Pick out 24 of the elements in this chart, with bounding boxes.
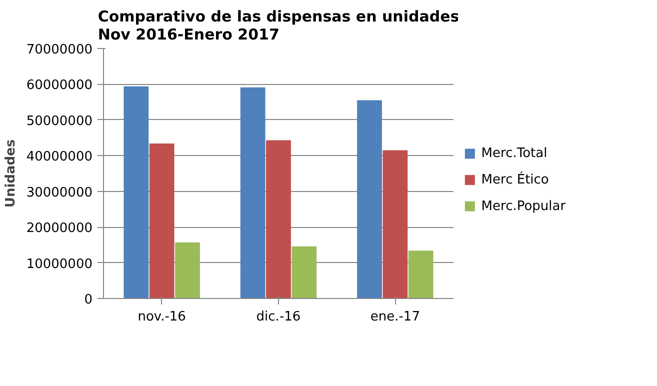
x-tick-label: nov.-16 [138, 310, 186, 324]
bar [124, 86, 149, 298]
bar [266, 140, 291, 298]
y-tick-label: 10000000 [26, 256, 93, 272]
y-tick-label: 70000000 [26, 42, 93, 58]
legend-label: Merc.Total [481, 146, 548, 162]
x-tick-label: ene.-17 [370, 310, 420, 324]
y-tick-label: 0 [84, 292, 93, 308]
bar [408, 250, 434, 298]
y-tick-label: 20000000 [26, 221, 93, 236]
bar [175, 242, 200, 298]
bar [357, 100, 382, 298]
y-tick-label: 50000000 [26, 114, 93, 129]
legend-label: Merc Ético [481, 170, 549, 188]
x-tick-label: dic.-16 [256, 310, 301, 324]
bar [292, 246, 317, 298]
bar [382, 150, 408, 298]
bar [240, 87, 266, 298]
y-tick-label: 60000000 [26, 78, 93, 94]
y-tick-label: 30000000 [26, 185, 93, 200]
legend-label: Merc.Popular [481, 198, 566, 214]
bar [149, 144, 174, 298]
y-axis-title: Unidades [3, 139, 18, 208]
y-tick-label: 40000000 [26, 150, 93, 165]
